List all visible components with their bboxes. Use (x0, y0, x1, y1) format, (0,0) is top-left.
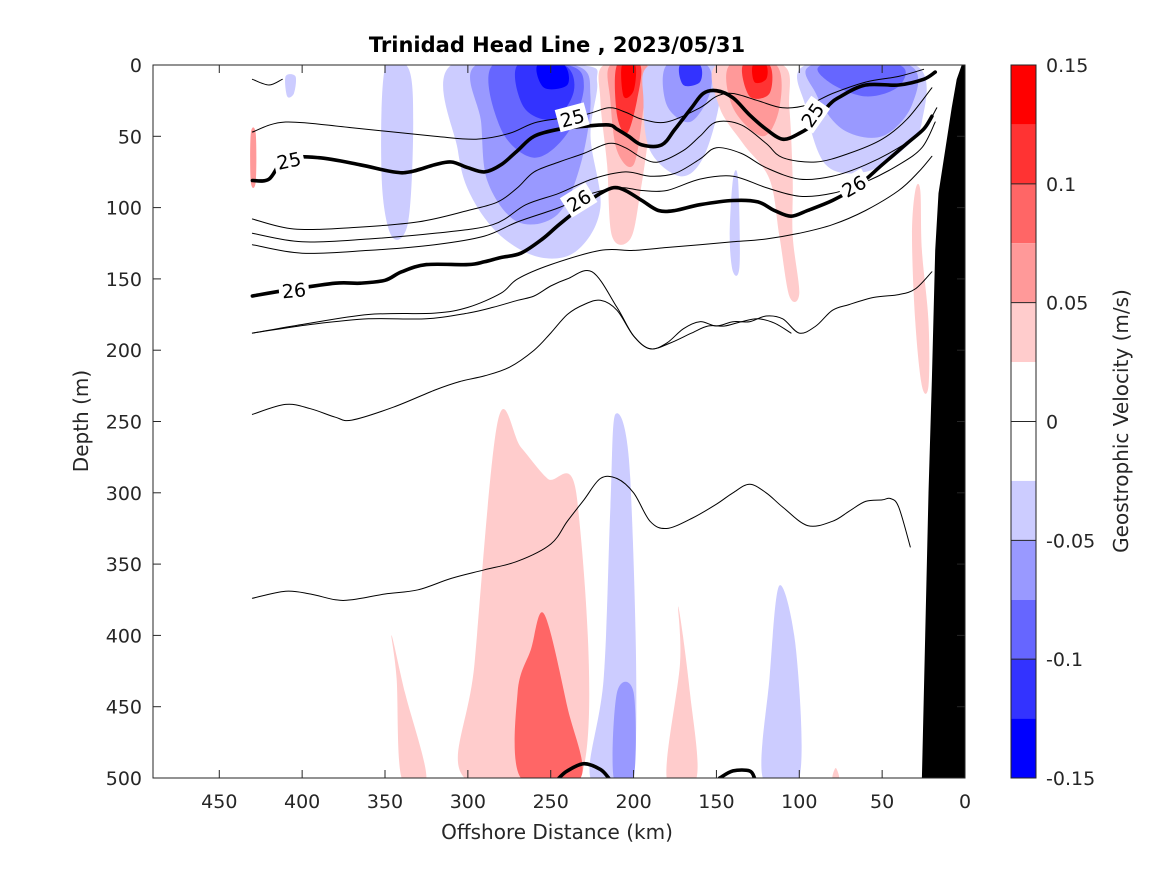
colorbar-segment (1011, 362, 1036, 422)
y-axis-label: Depth (m) (69, 370, 93, 472)
chart-title: Trinidad Head Line , 2023/05/31 (369, 33, 745, 57)
contour-label-bg (277, 277, 310, 303)
colorbar-tick-label: -0.05 (1046, 530, 1095, 552)
y-tick-label: 200 (106, 340, 142, 362)
y-tick-label: 0 (130, 55, 142, 77)
contour-label-bg (559, 182, 598, 218)
velocity-region (666, 606, 698, 778)
x-tick-label: 150 (698, 791, 734, 813)
bathymetry-fill (921, 65, 965, 778)
y-tick-label: 50 (118, 126, 142, 148)
colorbar-segment (1011, 65, 1036, 125)
velocity-region (536, 65, 569, 90)
colorbar-tick-label: -0.15 (1046, 768, 1095, 790)
colorbar-segment (1011, 599, 1036, 660)
velocity-region (285, 74, 297, 98)
velocity-region (612, 681, 636, 778)
x-tick-label: 0 (959, 791, 971, 813)
y-tick-label: 150 (106, 269, 142, 291)
y-tick-label: 250 (106, 412, 142, 434)
colorbar-tick-label: 0 (1046, 412, 1058, 434)
isopycnal-line (251, 299, 792, 422)
contour-label: 26 (277, 277, 310, 303)
contour-label-bg (794, 95, 831, 134)
colorbar-tick-label: 0.05 (1046, 293, 1088, 315)
isopycnal-line (251, 475, 911, 601)
velocity-region (678, 65, 703, 87)
colorbar-segment (1011, 540, 1036, 600)
x-axis-label: Offshore Distance (km) (441, 820, 673, 844)
x-tick-label: 200 (615, 791, 651, 813)
colorbar-tick-label: 0.15 (1046, 55, 1088, 77)
velocity-region (391, 635, 427, 778)
colorbar-segment (1011, 302, 1036, 363)
y-tick-label: 400 (106, 625, 142, 647)
x-tick-label: 50 (870, 791, 894, 813)
isopycnal-line (251, 270, 933, 350)
x-tick-label: 350 (367, 791, 403, 813)
colorbar-segment (1011, 421, 1036, 481)
isopycnal-line (251, 155, 933, 334)
x-tick-label: 250 (533, 791, 569, 813)
x-axis-ticks: 450 400 350 300 250 200 150 100 50 0 (201, 65, 971, 813)
velocity-region (751, 65, 768, 84)
x-tick-label: 450 (201, 791, 237, 813)
colorbar-segment (1011, 718, 1036, 778)
colorbar-segment (1011, 659, 1036, 719)
bathymetry (921, 65, 965, 778)
velocity-region (381, 65, 414, 240)
y-tick-label: 300 (106, 483, 142, 505)
velocity-region (514, 612, 583, 778)
isopycnal-line-bold (250, 114, 934, 298)
velocity-region (761, 585, 802, 778)
isopycnal-lines (250, 68, 938, 778)
y-tick-label: 450 (106, 697, 142, 719)
contour-label-bg (271, 145, 306, 175)
velocity-region (912, 183, 930, 394)
colorbar-tick-label: -0.1 (1046, 649, 1083, 671)
contour-label-bg (835, 168, 873, 204)
colorbar-segment (1011, 124, 1036, 184)
velocity-region (250, 127, 257, 188)
colorbar-segment (1011, 480, 1036, 541)
isopycnal-line (251, 107, 938, 243)
y-axis-ticks: 0 50 100 150 200 250 300 350 400 450 500 (106, 55, 965, 790)
y-tick-label: 350 (106, 554, 142, 576)
colorbar-segment (1011, 183, 1036, 244)
isopycnal-line-bold (557, 761, 611, 778)
x-tick-label: 100 (781, 791, 817, 813)
colorbar: 0.15 0.1 0.05 0 -0.05 -0.1 -0.15 (1010, 55, 1095, 790)
isopycnal-line (251, 78, 283, 86)
velocity-region (711, 65, 800, 302)
colorbar-tick-label: 0.1 (1046, 174, 1076, 196)
x-tick-label: 300 (450, 791, 486, 813)
colorbar-segment (1011, 243, 1036, 303)
velocity-region (832, 768, 840, 778)
x-tick-label: 400 (284, 791, 320, 813)
isopycnal-line-bold (717, 768, 757, 778)
contour-label-text: 26 (281, 279, 307, 303)
isopycnal-line (251, 87, 933, 231)
colorbar-label: Geostrophic Velocity (m/s) (1109, 289, 1133, 553)
velocity-fills (250, 65, 930, 778)
contour-label: 25 (271, 145, 306, 175)
contour-label-bg (554, 102, 590, 133)
velocity-region (817, 65, 906, 97)
y-tick-label: 500 (106, 768, 142, 790)
y-tick-label: 100 (106, 198, 142, 220)
velocity-region (729, 170, 740, 276)
velocity-region (621, 65, 637, 99)
contour-label-text: 25 (275, 148, 303, 175)
